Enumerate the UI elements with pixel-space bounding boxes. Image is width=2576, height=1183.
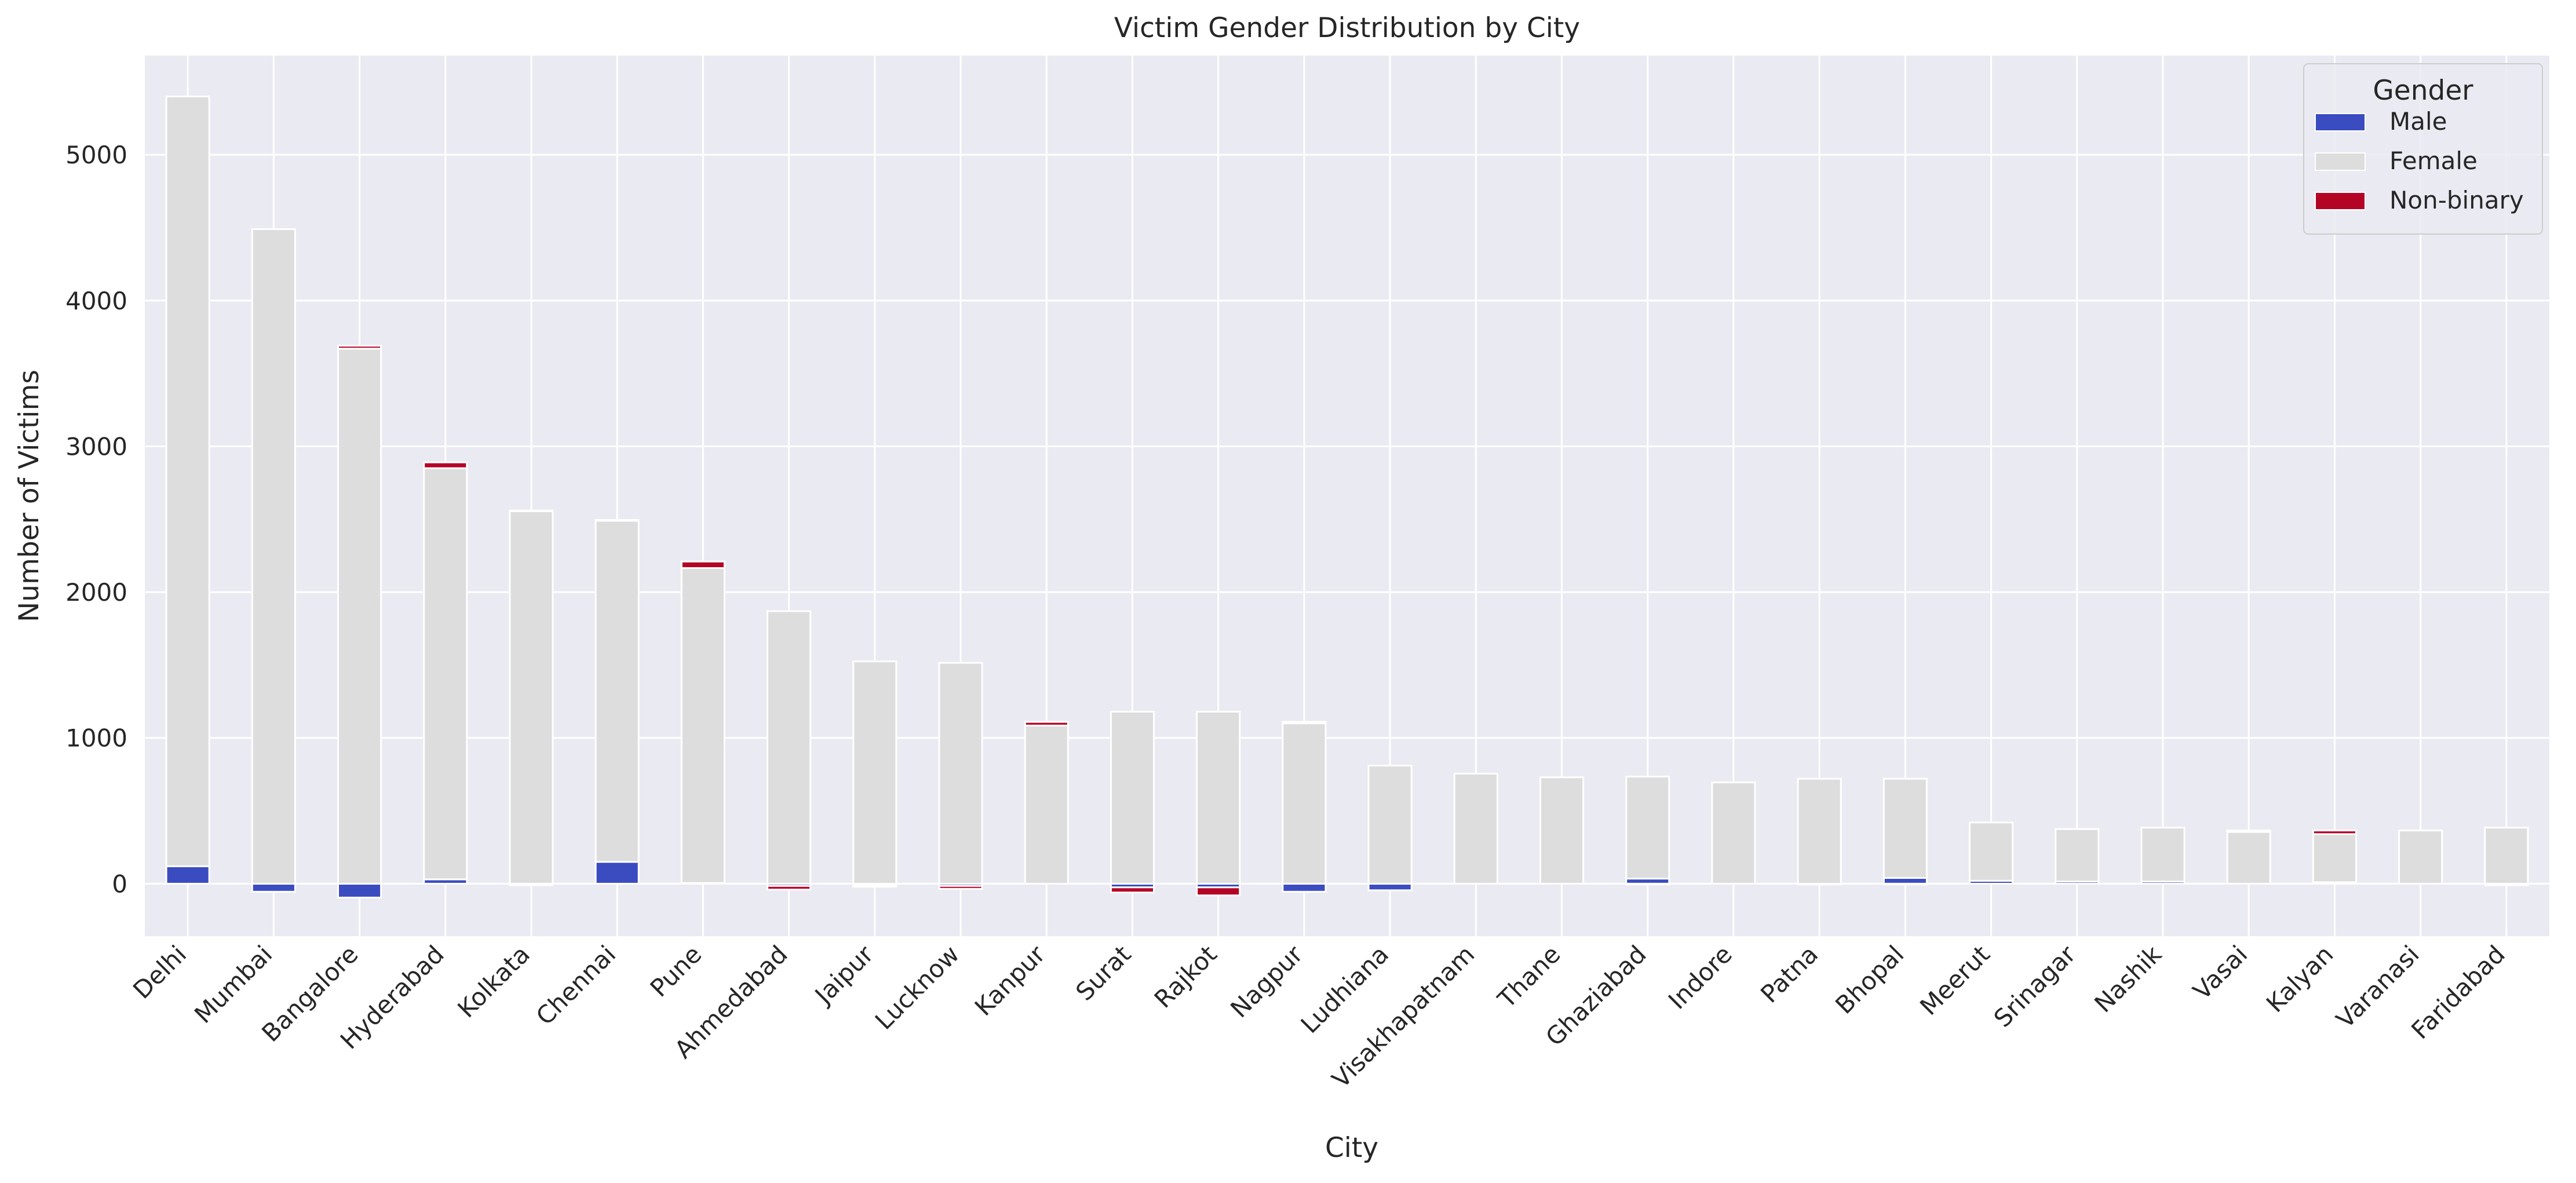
bar-non-binary-chennai: [594, 519, 640, 522]
legend: Gender Male Female Non-binary: [2303, 63, 2543, 235]
x-tick-label: Kolkata: [452, 940, 535, 1023]
x-tick-label: Thane: [1492, 940, 1566, 1014]
y-axis-title: Number of Victims: [13, 370, 45, 622]
legend-frame: [2303, 63, 2543, 235]
bar-female-meerut: [1969, 821, 2014, 882]
x-tick-label: Jaipur: [808, 940, 879, 1010]
bar-female-vasai: [2226, 831, 2271, 885]
x-tick-label: Nagpur: [1225, 940, 1308, 1023]
legend-swatch-female: [2315, 152, 2366, 171]
bar-female-kolkata: [509, 510, 554, 885]
bar-female-srinagar: [2055, 828, 2100, 883]
bar-non-binary-hyderabad: [423, 461, 468, 469]
x-tick-label: Srinagar: [1988, 940, 2082, 1033]
bar-male-mumbai: [251, 882, 296, 893]
bar-non-binary-kolkata: [509, 509, 554, 512]
bar-female-varanasi: [2398, 830, 2443, 885]
x-tick-label: Meerut: [1914, 940, 1995, 1020]
bar-female-bangalore: [337, 348, 382, 885]
x-tick-label: Bhopal: [1830, 940, 1909, 1019]
x-tick-label: Vasai: [2188, 940, 2253, 1005]
bar-male-delhi: [165, 865, 210, 885]
legend-items: Male Female Non-binary: [2315, 107, 2524, 214]
bar-non-binary-pune: [680, 560, 725, 569]
y-tick-labels: 0 1000 2000 3000 4000 5000: [65, 141, 127, 898]
bar-non-binary-kanpur: [1024, 721, 1069, 726]
bar-female-chennai: [594, 520, 640, 863]
bar-female-ghaziabad: [1625, 775, 1670, 880]
legend-title: Gender: [2373, 75, 2473, 107]
y-tick-label: 1000: [65, 724, 127, 753]
x-tick-label: Chennai: [531, 940, 622, 1031]
bar-male-ludhiana: [1367, 882, 1413, 892]
y-tick-label: 3000: [65, 432, 127, 461]
legend-swatch-non-binary: [2315, 192, 2366, 210]
x-tick-label: Rajkot: [1149, 940, 1223, 1013]
bar-non-binary-nagpur: [1282, 721, 1327, 725]
y-tick-label: 2000: [65, 578, 127, 607]
bar-non-binary-bhopal: [1882, 882, 1928, 886]
y-tick-label: 0: [112, 870, 127, 898]
bar-series: [165, 95, 2529, 899]
bar-female-rajkot: [1196, 710, 1241, 885]
bar-male-bhopal: [1882, 877, 1928, 885]
x-tick-label: Patna: [1755, 940, 1823, 1008]
bar-female-indore: [1711, 782, 1756, 885]
plot-background: [145, 56, 2549, 936]
bar-female-nagpur: [1282, 722, 1327, 885]
x-tick-label: Kanpur: [969, 940, 1051, 1021]
bar-female-kanpur: [1024, 724, 1069, 885]
bar-non-binary-bangalore: [337, 345, 382, 350]
bar-female-bhopal: [1882, 777, 1928, 879]
x-tick-label: Lucknow: [870, 940, 965, 1035]
legend-swatch-male: [2315, 113, 2366, 132]
legend-label-male: Male: [2389, 107, 2447, 136]
bar-non-binary-jaipur: [852, 884, 897, 888]
bar-non-binary-vasai: [2226, 830, 2271, 833]
x-tick-label: Mumbai: [189, 940, 278, 1028]
y-tick-label: 5000: [65, 141, 127, 169]
x-tick-label: Delhi: [127, 940, 192, 1004]
x-axis-title: City: [1325, 1132, 1378, 1164]
y-tick-label: 4000: [65, 287, 127, 315]
x-tick-label: Surat: [1070, 940, 1136, 1006]
bar-non-binary-lucknow: [938, 885, 983, 890]
bar-female-hyderabad: [423, 467, 468, 881]
bar-female-lucknow: [938, 662, 983, 885]
legend-label-female: Female: [2389, 147, 2478, 175]
legend-label-non-binary: Non-binary: [2389, 186, 2524, 214]
x-tick-label: Pune: [645, 940, 707, 1002]
bar-female-jaipur: [852, 660, 897, 885]
bar-non-binary-surat: [1110, 886, 1155, 894]
bar-non-binary-kalyan: [2312, 830, 2358, 835]
bar-female-patna: [1797, 777, 1842, 885]
x-tick-label: Indore: [1663, 940, 1738, 1014]
bar-female-nashik: [2140, 827, 2185, 883]
x-tick-label: Faridabad: [2406, 940, 2511, 1045]
bar-female-ahmedabad: [767, 610, 812, 885]
bar-female-delhi: [165, 95, 210, 867]
bar-female-thane: [1539, 776, 1585, 885]
bar-non-binary-ahmedabad: [767, 885, 812, 890]
bar-female-faridabad: [2484, 827, 2529, 885]
bar-male-chennai: [594, 861, 640, 885]
chart-title: Victim Gender Distribution by City: [1114, 12, 1580, 44]
bar-non-binary-ghaziabad: [1625, 882, 1670, 886]
bar-female-visakhapatnam: [1453, 772, 1498, 885]
bar-female-ludhiana: [1367, 765, 1413, 885]
bar-male-bangalore: [337, 882, 382, 899]
bar-female-surat: [1110, 710, 1155, 885]
x-tick-label: Visakhapatnam: [1326, 940, 1480, 1093]
bar-male-nagpur: [1282, 882, 1327, 893]
bar-non-binary-rajkot: [1196, 886, 1241, 897]
x-tick-label: Kalyan: [2261, 940, 2339, 1018]
x-tick-label: Nashik: [2089, 940, 2167, 1018]
bar-female-mumbai: [251, 228, 296, 885]
bar-female-pune: [680, 567, 725, 884]
bar-female-kalyan: [2312, 833, 2358, 883]
